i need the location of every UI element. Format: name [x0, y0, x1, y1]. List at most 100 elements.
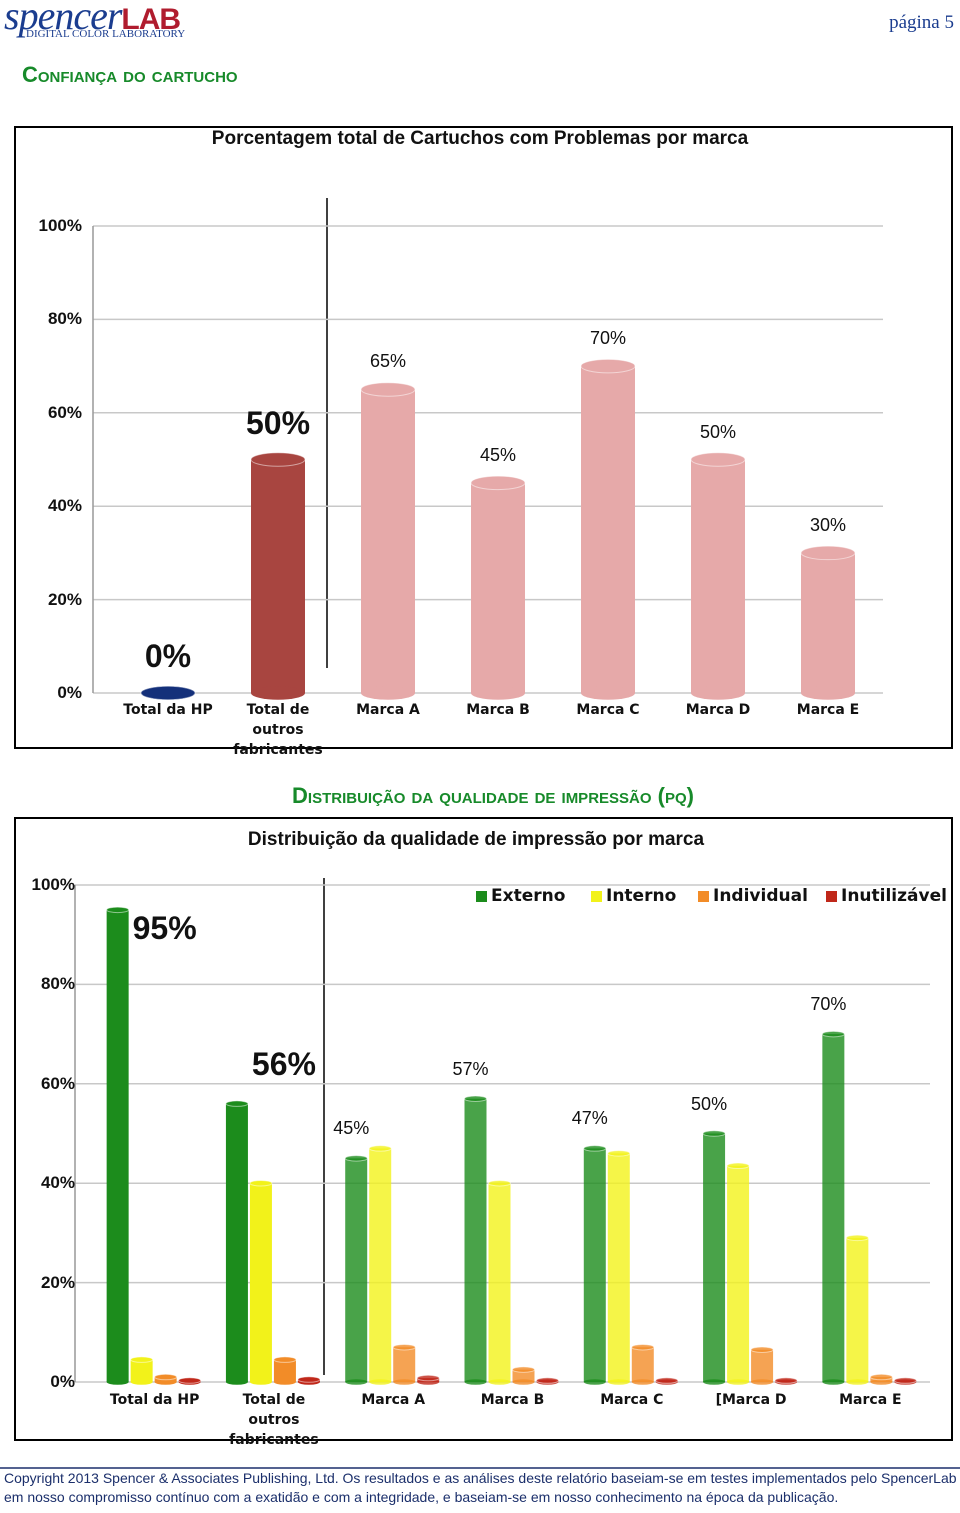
legend-swatch — [476, 890, 487, 902]
bar-top — [225, 1100, 249, 1107]
chart-frame — [14, 126, 953, 749]
legend-item: Individual — [698, 886, 808, 906]
logo: spencerLAB — [4, 0, 181, 39]
bar-base — [751, 1379, 774, 1385]
bar-top — [297, 1376, 321, 1383]
bar — [846, 1237, 869, 1382]
bar — [361, 389, 415, 693]
chart-title: Porcentagem total de Cartuchos com Probl… — [211, 128, 749, 149]
bar-base — [369, 1379, 392, 1385]
x-tick-label: Marca D — [685, 702, 751, 718]
bar-top — [512, 1366, 535, 1373]
y-tick-label: 100% — [31, 875, 75, 894]
value-label: 45% — [479, 444, 517, 465]
bar — [703, 1133, 726, 1382]
value-label: 50% — [699, 421, 737, 442]
bar — [512, 1369, 535, 1382]
bar-base — [106, 1379, 129, 1385]
bar-base — [822, 1379, 845, 1385]
legend-item: Externo — [476, 886, 565, 906]
value-label: 70% — [810, 994, 847, 1015]
x-tick-label: Marca E — [839, 1392, 902, 1408]
bar-top — [655, 1377, 679, 1384]
x-tick-label: Marca C — [600, 1392, 664, 1408]
bar-base — [488, 1379, 511, 1385]
bar — [581, 366, 635, 693]
bar-top — [821, 1030, 845, 1038]
bar-top — [249, 1179, 273, 1187]
x-tick-label: Marca A — [361, 1392, 426, 1408]
bar-base — [251, 686, 305, 700]
bar — [251, 459, 305, 693]
bar-top — [130, 1356, 154, 1363]
bar — [225, 1103, 248, 1382]
value-label: 47% — [571, 1108, 608, 1129]
bar — [691, 459, 745, 693]
bar — [801, 552, 855, 693]
bar-base — [471, 686, 525, 700]
y-tick-label: 60% — [40, 1073, 75, 1093]
y-tick-label: 80% — [40, 974, 75, 994]
bar-base — [393, 1379, 416, 1385]
bar-top — [250, 452, 306, 467]
y-tick-label: 60% — [47, 402, 82, 422]
bar-top — [536, 1377, 559, 1384]
footer-text: Copyright 2013 Spencer & Associates Publ… — [4, 1470, 957, 1486]
bar — [106, 909, 129, 1382]
x-tick-label: Marca C — [576, 702, 640, 718]
bar-top — [368, 1145, 392, 1152]
bar — [464, 1098, 487, 1382]
bar-base — [225, 1379, 248, 1385]
bar-base — [464, 1379, 487, 1385]
bar-top — [750, 1346, 774, 1353]
bar-top — [273, 1356, 297, 1363]
x-tick-label: Marca A — [356, 702, 420, 718]
bar-top — [583, 1145, 607, 1152]
value-label: 45% — [333, 1118, 370, 1139]
logo-lab: LAB — [121, 3, 181, 36]
bar-top — [580, 358, 636, 374]
page-number: página 5 — [889, 12, 954, 33]
legend-item: Interno — [591, 886, 676, 906]
bar-base — [273, 1379, 296, 1385]
y-tick-label: 0% — [57, 683, 82, 702]
bar-top — [392, 1343, 416, 1351]
footer-text: em nosso compromisso contínuo com a exat… — [4, 1489, 839, 1505]
value-label: 57% — [452, 1058, 489, 1079]
legend-swatch — [826, 890, 837, 902]
bar-top — [702, 1130, 726, 1137]
bar-base — [512, 1379, 535, 1385]
bar-top — [416, 1374, 440, 1382]
bar — [488, 1183, 511, 1382]
legend-label: Interno — [606, 886, 677, 906]
bar-top — [607, 1150, 631, 1157]
logo-tagline: DIGITAL COLOR LABORATORY — [26, 28, 186, 40]
bar — [130, 1359, 153, 1382]
bar-top — [470, 475, 526, 491]
bar-top — [360, 382, 416, 397]
legend-swatch — [591, 890, 602, 902]
bar-base — [581, 686, 635, 700]
x-tick-label: Total da HP — [123, 702, 213, 718]
legend-label: Externo — [491, 886, 566, 906]
bar-top — [726, 1162, 750, 1170]
bar — [631, 1347, 654, 1382]
y-tick-label: 0% — [50, 1372, 75, 1391]
logo-text: spencer — [4, 0, 122, 38]
bar-base — [583, 1379, 606, 1385]
bar — [822, 1034, 845, 1382]
bar-base — [846, 1379, 869, 1385]
bar — [471, 482, 525, 693]
value-label: 0% — [144, 638, 192, 674]
section-title: Confiança do cartucho — [22, 62, 238, 87]
bar-top — [774, 1377, 798, 1384]
bar — [607, 1153, 630, 1382]
bar — [583, 1148, 606, 1382]
legend-label: Individual — [713, 886, 808, 906]
section-title: Distribuição da qualidade de impressão (… — [292, 783, 694, 808]
bar-base — [345, 1379, 368, 1385]
bar-base — [607, 1379, 630, 1385]
bar-base — [801, 686, 855, 700]
value-label: 50% — [691, 1093, 728, 1114]
